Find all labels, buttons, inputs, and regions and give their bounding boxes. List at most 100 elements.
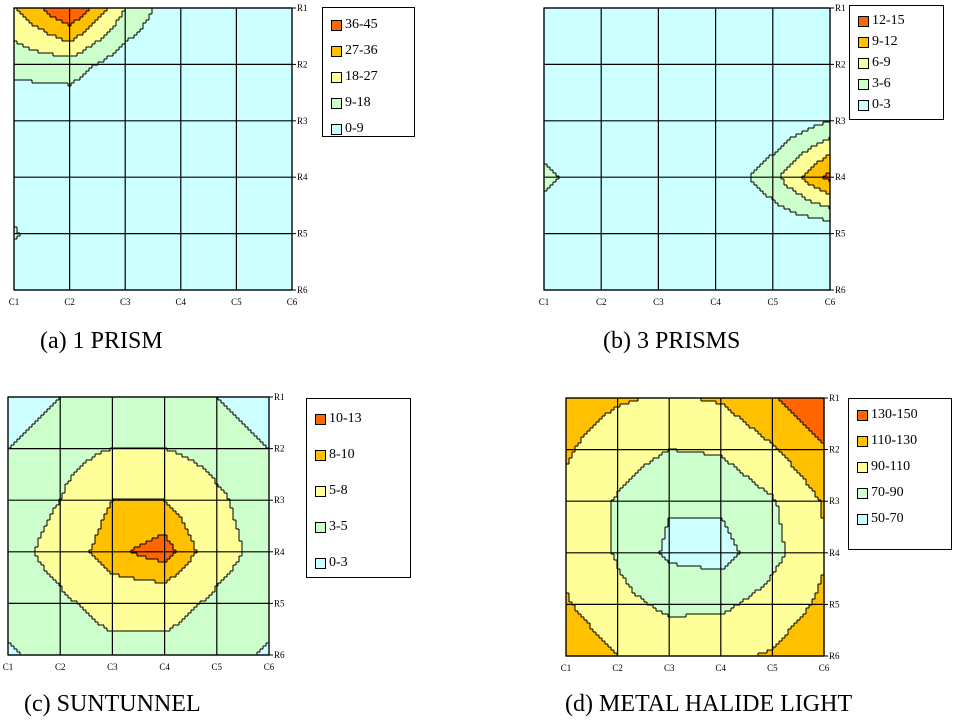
column-tick-label: C6: [264, 662, 275, 672]
chart-panel-b: C1 C2 C3 C4 C5 C6 R1 R2 R3 R4 R5 R6 12-15 9-12 6-9 3-6…: [0, 0, 961, 362]
legend-label: 9-18: [345, 95, 371, 110]
row-tick-label: R6: [297, 285, 308, 295]
contour-plot-b: C1 C2 C3 C4 C5 C6 R1 R2 R3 R4 R5 R6: [539, 3, 846, 307]
row-tick-label: R1: [835, 3, 846, 13]
caption-a: (a) 1 PRISM: [40, 328, 163, 354]
contour-lines: [566, 398, 824, 656]
row-tick-label: R3: [835, 116, 846, 126]
row-tick-label: R5: [274, 598, 285, 608]
legend-swatch: [857, 435, 868, 447]
contour-fill: [14, 8, 293, 291]
legend-label: 10-13: [329, 411, 362, 426]
legend-swatch: [315, 413, 326, 425]
column-tick-label: C2: [612, 663, 623, 673]
legend-item: 3-5: [315, 519, 348, 535]
legend-label: 18-27: [345, 69, 378, 84]
legend-item: 27-36: [331, 43, 378, 59]
row-tick-label: R4: [297, 172, 308, 182]
row-tick-label: R2: [829, 445, 840, 455]
row-tick-label: R6: [829, 651, 840, 661]
row-tick-label: R1: [297, 3, 308, 13]
legend-label: 50-70: [871, 511, 904, 526]
plot-border: [543, 7, 831, 291]
column-tick-label: C4: [710, 297, 721, 307]
legend-label: 36-45: [345, 17, 378, 32]
legend-swatch: [331, 19, 342, 31]
column-tick-label: C4: [159, 662, 170, 672]
row-tick-label: R6: [835, 285, 846, 295]
legend-label: 90-110: [871, 459, 911, 474]
legend-item: 9-18: [331, 95, 371, 111]
contour-lines: [8, 397, 269, 655]
legend-swatch: [331, 71, 342, 83]
legend-swatch: [858, 99, 869, 111]
column-tick-label: C6: [819, 663, 830, 673]
column-tick-label: C2: [55, 662, 66, 672]
column-tick-label: C5: [767, 663, 778, 673]
legend-c: 10-13 8-10 5-8 3-5 0-3: [306, 398, 411, 578]
row-tick-label: R3: [274, 495, 285, 505]
column-tick-label: C2: [596, 297, 607, 307]
legend-label: 0-3: [329, 555, 348, 570]
legend-swatch: [315, 449, 326, 461]
legend-a: 36-45 27-36 18-27 9-18 0-9: [322, 7, 415, 137]
legend-item: 50-70: [857, 511, 904, 527]
legend-item: 12-15: [858, 13, 905, 29]
column-tick-label: C1: [539, 297, 550, 307]
column-tick-label: C3: [107, 662, 118, 672]
legend-swatch: [857, 487, 868, 499]
legend-item: 10-13: [315, 411, 362, 427]
legend-label: 3-5: [329, 519, 348, 534]
legend-item: 70-90: [857, 485, 904, 501]
legend-item: 6-9: [858, 55, 891, 71]
row-tick-label: R3: [297, 116, 308, 126]
legend-swatch: [858, 15, 869, 27]
legend-item: 8-10: [315, 447, 355, 463]
column-tick-label: C5: [768, 297, 779, 307]
legend-label: 70-90: [871, 485, 904, 500]
legend-swatch: [331, 45, 342, 57]
legend-label: 3-6: [872, 76, 891, 91]
row-tick-label: R4: [835, 172, 846, 182]
row-tick-label: R2: [297, 59, 308, 69]
column-tick-label: C3: [664, 663, 675, 673]
column-tick-label: C5: [231, 297, 242, 307]
legend-item: 0-3: [858, 97, 891, 113]
column-tick-label: C1: [9, 297, 20, 307]
legend-item: 130-150: [857, 407, 918, 423]
contour-lines: [544, 121, 830, 222]
column-tick-label: C3: [653, 297, 664, 307]
legend-label: 0-3: [872, 97, 891, 112]
legend-swatch: [858, 36, 869, 48]
legend-item: 9-12: [858, 34, 898, 50]
contour-plot-a: C1 C2 C3 C4 C5 C6 R1 R2 R3 R4 R5 R6: [9, 3, 308, 307]
legend-swatch: [857, 513, 868, 525]
legend-label: 0-9: [345, 121, 364, 136]
legend-swatch: [858, 78, 869, 90]
legend-label: 27-36: [345, 43, 378, 58]
legend-swatch: [858, 57, 869, 69]
row-tick-label: R3: [829, 496, 840, 506]
contour-fill: [544, 8, 831, 291]
legend-item: 3-6: [858, 76, 891, 92]
legend-label: 130-150: [871, 407, 918, 422]
legend-b: 12-15 9-12 6-9 3-6 0-3: [849, 5, 944, 120]
legend-d: 130-150 110-130 90-110 70-90 50-70: [848, 398, 952, 550]
column-tick-label: C4: [716, 663, 727, 673]
caption-d: (d) METAL HALIDE LIGHT: [565, 691, 853, 717]
row-tick-label: R5: [835, 229, 846, 239]
legend-label: 12-15: [872, 13, 905, 28]
caption-b: (b) 3 PRISMS: [603, 328, 741, 354]
legend-swatch: [315, 485, 326, 497]
legend-item: 0-3: [315, 555, 348, 571]
column-tick-label: C3: [120, 297, 131, 307]
legend-swatch: [315, 557, 326, 569]
legend-label: 6-9: [872, 55, 891, 70]
legend-item: 110-130: [857, 433, 917, 449]
row-tick-label: R6: [274, 650, 285, 660]
column-tick-label: C6: [825, 297, 836, 307]
legend-swatch: [857, 409, 868, 421]
